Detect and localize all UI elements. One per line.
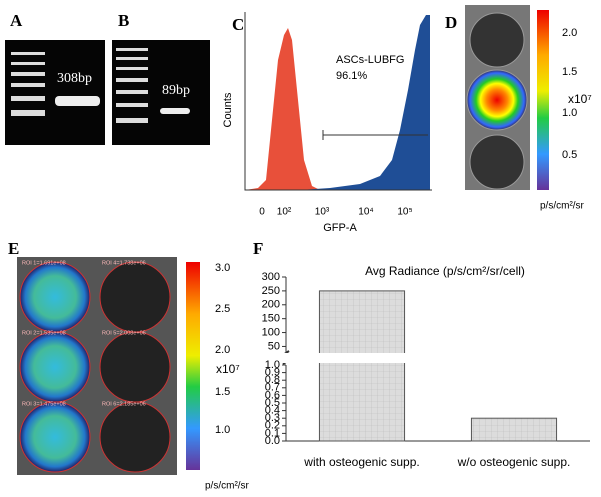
gate xyxy=(322,130,428,140)
scale-tick-label: 0.5 xyxy=(562,149,577,161)
y-tick-label: 0.1 xyxy=(265,427,280,439)
scale-tick-label: 2.0 xyxy=(215,344,230,356)
band xyxy=(160,108,190,114)
gel-image xyxy=(5,40,105,145)
x-tick-label: with osteogenic supp. xyxy=(304,455,420,469)
panel-label: F xyxy=(253,239,263,258)
panel-label: A xyxy=(10,11,23,30)
well xyxy=(466,69,528,131)
y-tick-label: 0.9 xyxy=(265,367,280,379)
x-tick-label: 10⁵ xyxy=(397,207,412,218)
bar xyxy=(318,290,406,442)
scale-tick-label: 1.0 xyxy=(562,107,577,119)
chart-title: Avg Radiance (p/s/cm²/sr/cell) xyxy=(365,264,525,278)
x-axis-label: GFP-A xyxy=(323,222,357,234)
scale-tick-label: 2.5 xyxy=(215,303,230,315)
well xyxy=(469,134,525,190)
bar xyxy=(470,417,558,442)
scale-tick-label: 2.0 xyxy=(562,27,577,39)
y-tick-label: 100 xyxy=(262,326,280,338)
well xyxy=(469,12,525,68)
scale-factor: x10⁷ xyxy=(216,362,240,376)
wells xyxy=(19,261,171,473)
y-tick-label: 150 xyxy=(262,313,280,325)
y-tick-label: 0.5 xyxy=(265,397,280,409)
y-axis-label: Counts xyxy=(222,92,234,127)
y-tick-label: 0.6 xyxy=(265,389,280,401)
band-size: 89bp xyxy=(162,83,190,98)
y-tick-label: 0.8 xyxy=(265,374,280,386)
color-bar xyxy=(186,262,200,470)
y-tick-label: 0.2 xyxy=(265,420,280,432)
units: p/s/cm²/sr xyxy=(540,201,585,212)
y-tick-label: 0.0 xyxy=(265,435,280,447)
roi-label: ROI 2=1.535e+08 xyxy=(22,330,66,336)
ladder-bands xyxy=(116,48,148,123)
scale-tick-label: 1.0 xyxy=(215,424,230,436)
band-size: 308bp xyxy=(57,71,92,86)
scale-tick-label: 3.0 xyxy=(215,262,230,274)
x-tick-label: 10³ xyxy=(315,207,330,218)
gate-name: ASCs-LUBFG xyxy=(336,54,404,66)
panel-label: C xyxy=(232,15,244,34)
scale-tick-label: 1.5 xyxy=(215,386,230,398)
roi-label: ROI 6=2.185e+06 xyxy=(102,401,146,407)
gate-percent: 96.1% xyxy=(336,70,367,82)
roi-label: ROI 1=1.691e+08 xyxy=(22,260,66,266)
scale-tick-label: 1.5 xyxy=(562,66,577,78)
panel-label: D xyxy=(445,13,457,32)
x-tick-label: 0 xyxy=(259,207,265,218)
panel-label: E xyxy=(8,239,19,258)
x-tick-label: 10² xyxy=(277,207,292,218)
y-tick-label: 50 xyxy=(268,340,280,352)
roi-label: ROI 5=2.008e+06 xyxy=(102,330,146,336)
y-tick-label: 1.0 xyxy=(265,359,280,371)
roi-label: ROI 4=1.738e+06 xyxy=(102,260,146,266)
y-tick-label: 250 xyxy=(262,285,280,297)
y-tick-label: 0.7 xyxy=(265,382,280,394)
x-tick-label: w/o osteogenic supp. xyxy=(457,455,571,469)
scale-factor: x10⁷ xyxy=(568,92,592,106)
panel-label: B xyxy=(118,11,129,30)
y-tick-label: 0.4 xyxy=(265,405,280,417)
y-tick-label: 300 xyxy=(262,271,280,283)
roi-label: ROI 3=1.475e+08 xyxy=(22,401,66,407)
ladder-bands xyxy=(11,52,45,116)
axes xyxy=(244,12,432,191)
break-gap xyxy=(280,353,590,363)
band xyxy=(55,96,100,106)
y-tick-label: 200 xyxy=(262,299,280,311)
units: p/s/cm²/sr xyxy=(205,481,250,492)
x-tick-label: 10⁴ xyxy=(358,207,373,218)
y-tick-label: 0.3 xyxy=(265,412,280,424)
histogram-negative xyxy=(245,28,320,190)
color-bar xyxy=(537,10,549,190)
histogram-positive xyxy=(300,15,430,190)
